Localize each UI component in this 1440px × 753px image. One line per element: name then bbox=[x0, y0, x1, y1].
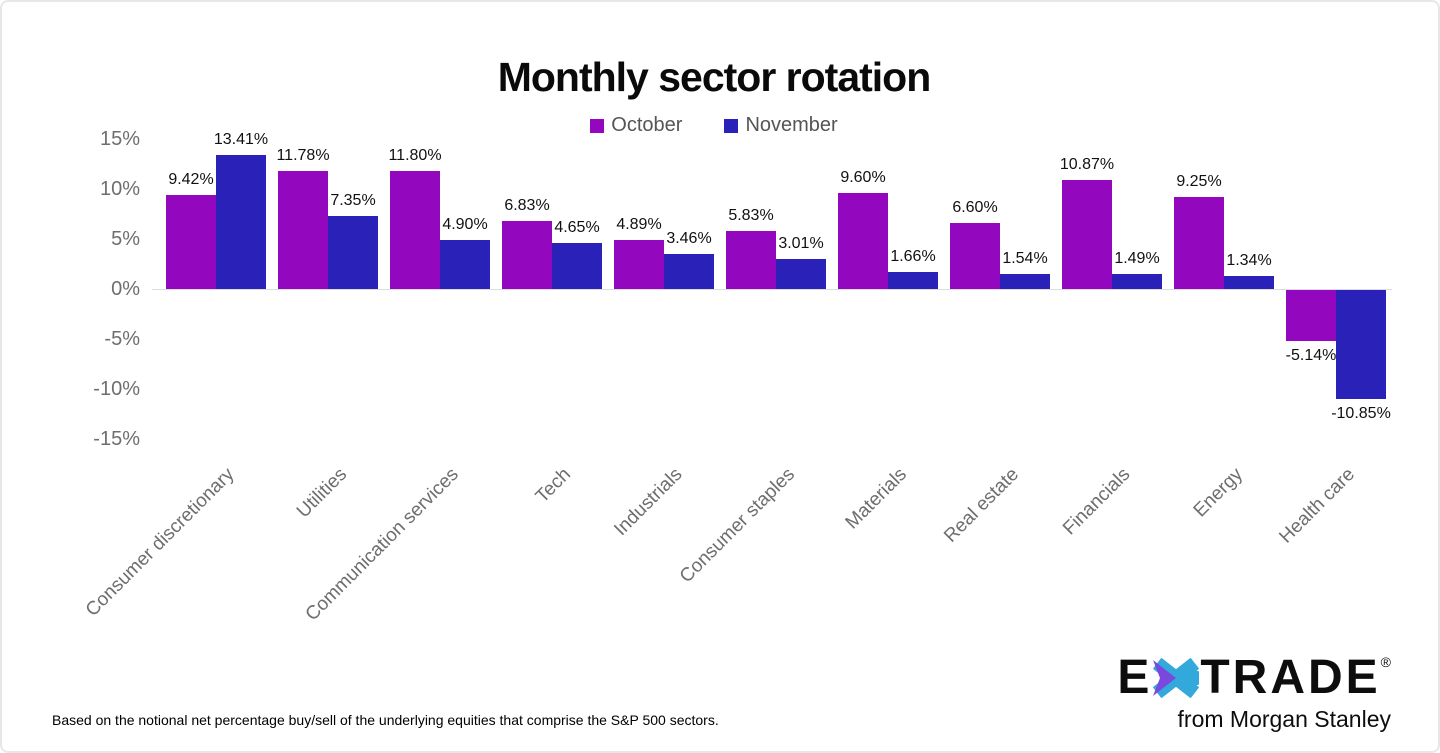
registered-mark: ® bbox=[1380, 654, 1391, 670]
value-label-consumer-staples-november: 3.01% bbox=[778, 234, 824, 252]
value-label-utilities-november: 7.35% bbox=[330, 191, 376, 209]
value-label-health-care-october: -5.14% bbox=[1285, 347, 1337, 365]
x-label-health-care: Health care bbox=[1275, 464, 1359, 548]
bar-consumer-discretionary-november bbox=[216, 154, 266, 289]
bar-materials-november bbox=[888, 272, 938, 289]
bar-tech-november bbox=[552, 242, 602, 289]
value-label-industrials-october: 4.89% bbox=[616, 216, 662, 234]
legend-item-november: November bbox=[724, 114, 838, 137]
etrade-e: E bbox=[1117, 651, 1153, 704]
value-label-consumer-discretionary-october: 9.42% bbox=[168, 170, 214, 188]
x-label-tech: Tech bbox=[531, 464, 575, 508]
x-label-financials: Financials bbox=[1059, 464, 1135, 540]
chart-title: Monthly sector rotation bbox=[497, 54, 932, 100]
bar-tech-october bbox=[502, 220, 552, 289]
legend: October November bbox=[2, 114, 1426, 137]
x-label-energy: Energy bbox=[1189, 464, 1247, 522]
y-tick--15-: -15% bbox=[93, 428, 140, 450]
value-label-communication-services-october: 11.80% bbox=[388, 147, 442, 164]
value-label-energy-october: 9.25% bbox=[1176, 172, 1222, 190]
legend-label-october: October bbox=[611, 114, 683, 136]
bar-financials-october bbox=[1062, 180, 1112, 289]
value-label-tech-november: 4.65% bbox=[554, 218, 600, 236]
bar-utilities-november bbox=[328, 215, 378, 289]
value-label-utilities-october: 11.78% bbox=[276, 147, 330, 165]
value-label-financials-november: 1.49% bbox=[1114, 250, 1160, 268]
x-label-real-estate: Real estate bbox=[940, 464, 1023, 547]
value-label-consumer-staples-october: 5.83% bbox=[728, 206, 774, 224]
legend-label-november: November bbox=[745, 114, 838, 136]
zero-axis-line bbox=[152, 289, 1392, 290]
november-swatch bbox=[724, 118, 739, 133]
bar-consumer-discretionary-october bbox=[166, 194, 216, 289]
value-label-industrials-november: 3.46% bbox=[666, 230, 712, 248]
y-tick--10-: -10% bbox=[93, 378, 140, 400]
bar-health-care-october bbox=[1286, 290, 1336, 342]
x-label-consumer-discretionary: Consumer discretionary bbox=[82, 464, 239, 621]
bar-industrials-november bbox=[664, 254, 714, 289]
bar-industrials-october bbox=[614, 240, 664, 289]
value-label-communication-services-november: 4.90% bbox=[442, 216, 488, 233]
bar-health-care-november bbox=[1336, 290, 1386, 399]
bar-energy-november bbox=[1224, 275, 1274, 289]
value-label-financials-october: 10.87% bbox=[1059, 156, 1115, 174]
bar-utilities-october bbox=[278, 171, 328, 289]
footnote: Based on the notional net percentage buy… bbox=[52, 712, 719, 728]
value-label-energy-november: 1.34% bbox=[1226, 251, 1272, 269]
bar-consumer-staples-october bbox=[726, 230, 776, 289]
y-tick--5-: -5% bbox=[104, 328, 140, 350]
value-label-materials-october: 9.60% bbox=[840, 169, 886, 186]
x-label-utilities: Utilities bbox=[292, 464, 351, 523]
x-label-materials: Materials bbox=[841, 464, 911, 534]
bar-consumer-staples-november bbox=[776, 258, 826, 289]
value-label-health-care-november: -10.85% bbox=[1331, 404, 1391, 422]
logo-tagline: from Morgan Stanley bbox=[1177, 706, 1391, 732]
etrade-asterisk-icon bbox=[1153, 658, 1200, 698]
y-tick-10-: 10% bbox=[99, 178, 140, 200]
y-tick-0-: 0% bbox=[111, 278, 140, 300]
etrade-trade: TRADE bbox=[1200, 651, 1381, 704]
bar-energy-october bbox=[1174, 196, 1224, 289]
etrade-wordmark: E TRADE ® bbox=[1117, 652, 1391, 704]
bar-real-estate-october bbox=[950, 223, 1000, 289]
value-label-materials-november: 1.66% bbox=[890, 248, 936, 266]
y-tick-15-: 15% bbox=[99, 128, 140, 150]
y-tick-5-: 5% bbox=[111, 228, 140, 250]
x-label-consumer-staples: Consumer staples bbox=[675, 464, 799, 588]
etrade-logo: E TRADE ® from Morgan Stanley bbox=[1117, 652, 1391, 733]
bar-real-estate-november bbox=[1000, 273, 1050, 289]
x-label-industrials: Industrials bbox=[610, 464, 687, 541]
value-label-real-estate-november: 1.54% bbox=[1002, 249, 1048, 267]
value-label-tech-october: 6.83% bbox=[504, 196, 550, 214]
bar-communication-services-november bbox=[440, 240, 490, 289]
legend-item-october: October bbox=[590, 114, 682, 137]
bar-financials-november bbox=[1112, 274, 1162, 289]
value-label-consumer-discretionary-november: 13.41% bbox=[213, 130, 269, 148]
bar-materials-october bbox=[838, 193, 888, 289]
value-label-real-estate-october: 6.60% bbox=[952, 199, 998, 216]
bar-communication-services-october bbox=[390, 171, 440, 289]
october-swatch bbox=[590, 118, 605, 133]
